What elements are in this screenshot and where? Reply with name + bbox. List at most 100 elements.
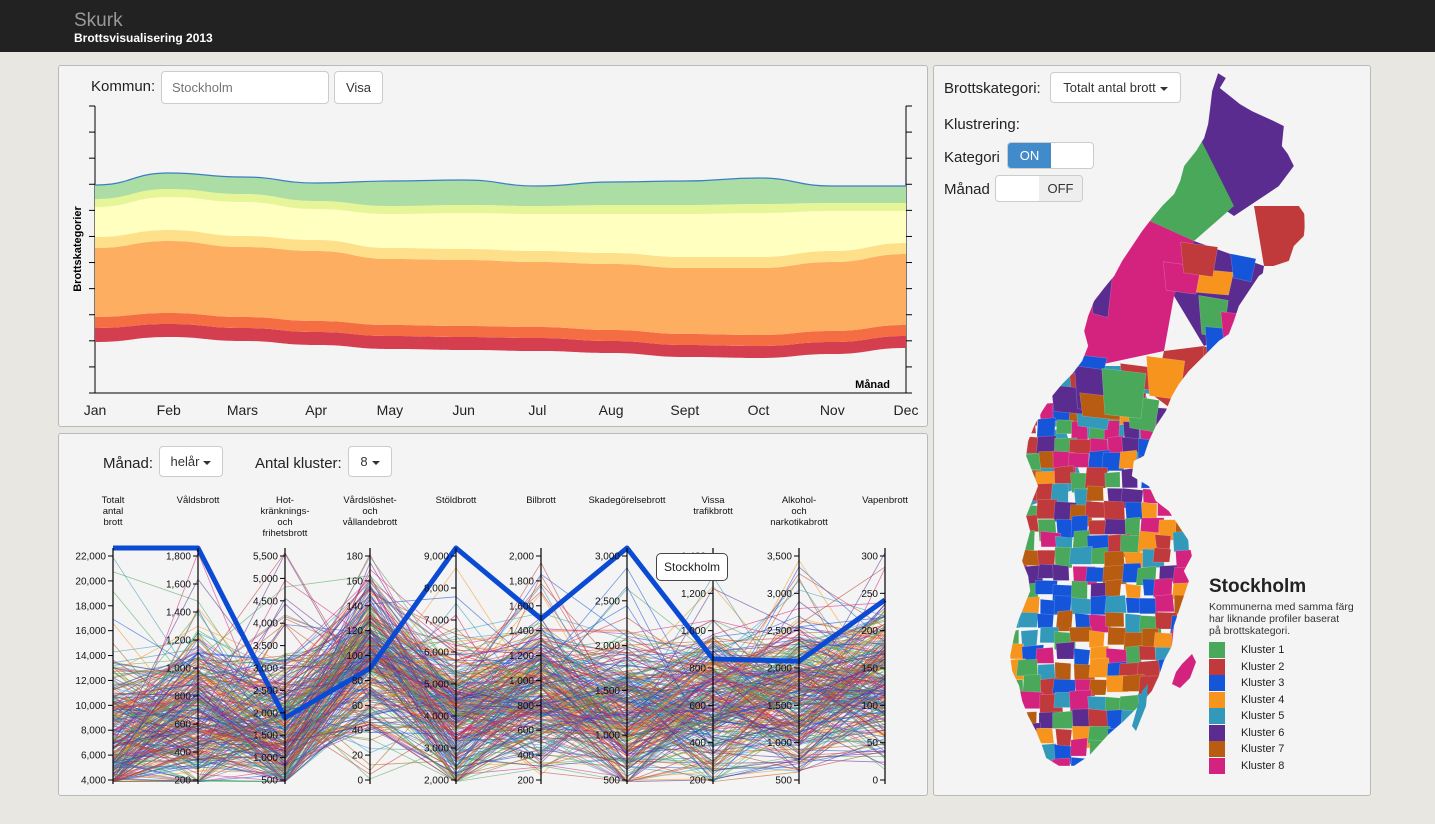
pc-tick-label: 150 (861, 664, 878, 675)
municipality (1180, 241, 1218, 277)
municipality (1206, 485, 1230, 504)
municipality (1018, 612, 1038, 628)
brottskategori-dropdown[interactable]: Totalt antal brott (1050, 72, 1181, 103)
oland (1132, 684, 1148, 731)
pc-tick-label: 140 (346, 601, 363, 612)
municipality (1069, 240, 1091, 279)
pc-tick-label: 100 (861, 701, 878, 712)
legend-swatch (1209, 757, 1225, 774)
municipality (1037, 774, 1053, 794)
pc-tick-label: 5,500 (253, 552, 278, 563)
municipality (1174, 468, 1197, 486)
municipality (1156, 452, 1179, 469)
pc-axis-title: Våldsbrott (177, 495, 220, 506)
manad-dropdown[interactable]: helår (159, 446, 223, 477)
municipality (1107, 728, 1129, 746)
sweden-outline (1009, 72, 1307, 767)
municipality-region (1054, 296, 1174, 366)
municipality (1193, 466, 1214, 484)
municipality (1190, 709, 1211, 726)
pc-tick-label: 20 (352, 751, 364, 762)
municipality (1155, 407, 1180, 430)
navbar: Skurk Brottsvisualisering 2013 (0, 0, 1435, 52)
kommun-search-input[interactable] (161, 71, 329, 104)
pc-tick-label: 6,000 (81, 751, 106, 762)
pc-axis-title: Stöldbrott (436, 495, 477, 506)
municipality (1052, 564, 1070, 581)
month-tick-label: Jan (84, 402, 107, 418)
kommun-line (112, 656, 886, 783)
kommun-line (112, 617, 886, 757)
pc-tick-label: 3,500 (767, 552, 792, 563)
manad-toggle-off: OFF (1039, 176, 1082, 201)
pc-axis-title: och (791, 506, 806, 517)
pc-axis-title: frihetsbrott (263, 528, 308, 539)
municipality (1069, 546, 1093, 565)
municipality (1086, 485, 1104, 502)
kommun-line (112, 629, 886, 738)
municipality (1136, 721, 1157, 743)
legend-item: Kluster 4 (1209, 691, 1339, 708)
antal-kluster-dropdown[interactable]: 8 (348, 446, 392, 477)
kommun-line (112, 638, 886, 767)
municipality (1003, 774, 1022, 790)
municipality (1074, 612, 1091, 628)
legend-label: Kluster 5 (1241, 710, 1285, 722)
municipality (1084, 466, 1108, 489)
legend-swatch (1209, 691, 1225, 708)
pc-axis-title: brott (103, 517, 122, 528)
municipality (1202, 346, 1251, 390)
municipality (1157, 438, 1175, 456)
pc-tick-label: 50 (867, 738, 879, 749)
municipality (1038, 451, 1056, 469)
municipality (1154, 594, 1175, 612)
municipality (1120, 728, 1141, 748)
municipality (1195, 418, 1220, 448)
municipality (1010, 471, 1027, 487)
pc-tick-label: 200 (861, 626, 878, 637)
app-brand[interactable]: Skurk (74, 10, 123, 31)
pc-tick-label: 180 (346, 552, 363, 563)
kommun-line (112, 669, 886, 783)
pc-tick-label: 1,000 (767, 738, 792, 749)
municipality (1187, 408, 1205, 426)
pc-axis-title: Vårdslöshet- (343, 495, 396, 506)
municipality (1068, 776, 1092, 792)
visa-button[interactable]: Visa (334, 71, 383, 104)
municipality (1230, 253, 1257, 283)
kommun-line (112, 617, 886, 770)
municipality (1122, 741, 1144, 761)
kommun-line (112, 614, 886, 748)
municipality (1156, 754, 1179, 766)
municipality (1172, 531, 1190, 552)
pc-tick-label: 1,500 (767, 701, 792, 712)
map-panel: Brottskategori: Totalt antal brott Klust… (933, 65, 1371, 796)
description-line: har liknande profiler baserat (1209, 613, 1340, 625)
legend-label: Kluster 8 (1241, 759, 1285, 772)
municipality (1207, 547, 1228, 568)
chevron-down-icon (371, 460, 380, 465)
municipality (1152, 547, 1172, 563)
municipality (1210, 535, 1227, 552)
municipality (1190, 498, 1213, 516)
municipality (1207, 406, 1229, 427)
municipality (1157, 424, 1178, 446)
kommun-line (112, 588, 886, 708)
pc-tick-label: 3,000 (767, 589, 792, 600)
municipality (1035, 647, 1055, 664)
municipality (1174, 594, 1191, 615)
municipality (1230, 420, 1274, 465)
municipality (1105, 612, 1125, 627)
municipality (1089, 771, 1110, 790)
municipality (1174, 696, 1194, 714)
municipality (1139, 760, 1158, 766)
manad-label: Månad: (103, 455, 154, 472)
legend-item: Kluster 8 (1209, 757, 1339, 774)
stream-layer (95, 241, 906, 335)
legend-swatch (1209, 708, 1225, 724)
kategori-toggle[interactable]: ON (1007, 142, 1094, 169)
manad-toggle[interactable]: OFF (995, 175, 1083, 202)
municipality (1102, 755, 1123, 766)
municipality (1175, 389, 1226, 434)
